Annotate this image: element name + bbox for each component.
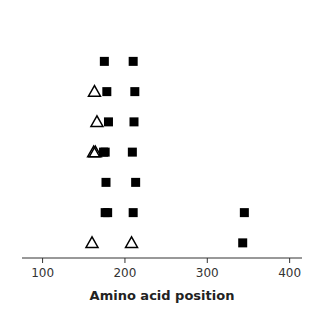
x-tick-label: 300: [196, 266, 219, 280]
point: [128, 148, 137, 157]
point: [102, 87, 111, 96]
point: [88, 146, 100, 157]
point: [104, 117, 113, 126]
plot-area: [86, 57, 249, 248]
x-tick: [124, 258, 125, 263]
x-tick: [42, 258, 43, 263]
point: [100, 57, 109, 66]
x-tick: [207, 258, 208, 263]
point: [88, 86, 100, 97]
x-axis-label: Amino acid position: [90, 288, 235, 303]
point: [101, 208, 110, 217]
point: [126, 237, 138, 248]
point: [130, 87, 139, 96]
point: [102, 178, 111, 187]
point: [240, 208, 249, 217]
chart: 100 200 300 400 Amino acid position: [0, 0, 320, 320]
point: [238, 238, 247, 247]
point: [86, 237, 98, 248]
point: [131, 178, 140, 187]
point: [91, 116, 103, 127]
point: [129, 208, 138, 217]
x-tick-label: 400: [278, 266, 301, 280]
x-tick-label: 200: [113, 266, 136, 280]
point: [129, 57, 138, 66]
x-tick: [289, 258, 290, 263]
x-axis-line: [22, 258, 302, 259]
x-tick-label: 100: [31, 266, 54, 280]
point: [130, 117, 139, 126]
